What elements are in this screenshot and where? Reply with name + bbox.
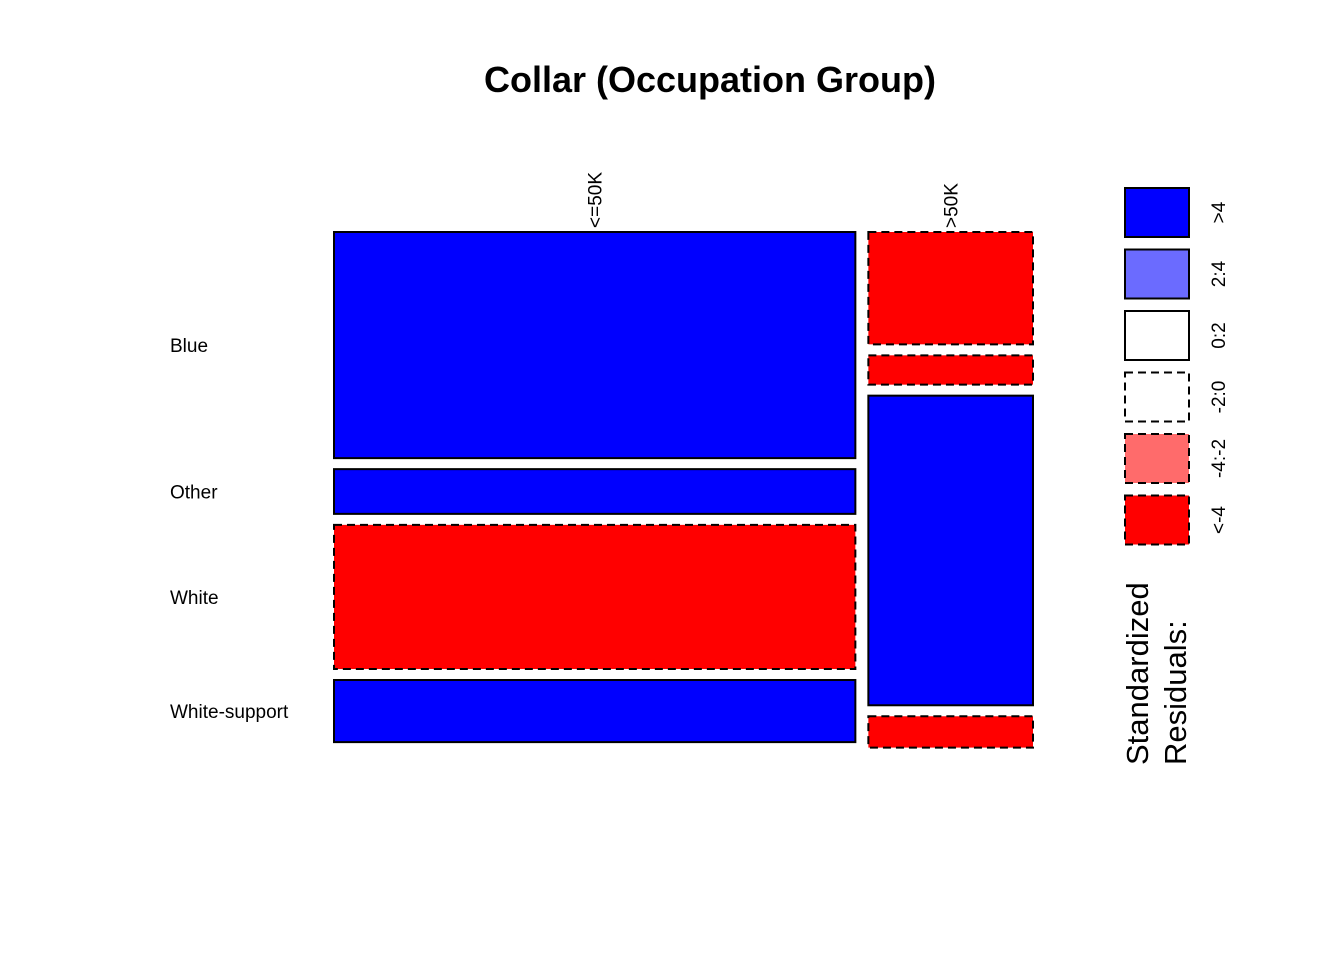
- tile-le50k-other: [333, 468, 857, 515]
- legend-title-line2: Residuals:: [1158, 620, 1193, 765]
- row-label-other: Other: [170, 483, 218, 504]
- legend-swatch-2-0: [1124, 371, 1190, 423]
- chart-title: Collar (Occupation Group): [484, 59, 936, 100]
- tile-gt50k-blue: [867, 231, 1034, 346]
- legend-label-gt4: >4: [1209, 201, 1230, 223]
- mosaic-tiles: [333, 231, 1034, 749]
- legend-label-2-0: -2:0: [1209, 381, 1230, 414]
- legend-label-0-2: 0:2: [1209, 322, 1230, 348]
- legend-swatch-lt-4: [1124, 494, 1190, 546]
- row-label-white: White: [170, 588, 219, 609]
- row-label-white-support: White-support: [170, 702, 289, 723]
- legend-label-2-4: 2:4: [1209, 260, 1230, 287]
- legend-label-4-2: -4:-2: [1209, 439, 1230, 478]
- tile-le50k-white: [333, 523, 857, 670]
- tile-gt50k-other: [867, 354, 1034, 386]
- legend-swatch-2-4: [1124, 248, 1190, 300]
- tile-gt50k-white: [867, 394, 1034, 707]
- column-label-gt50k: >50K: [942, 183, 963, 228]
- column-label-le50k: <=50K: [586, 172, 607, 228]
- tile-le50k-blue: [333, 231, 857, 460]
- legend-swatch-0-2: [1124, 310, 1190, 361]
- tile-le50k-white-support: [333, 678, 857, 744]
- tile-gt50k-white-support: [867, 715, 1034, 749]
- legend-label-lt-4: <-4: [1209, 506, 1230, 534]
- column-labels: <=50K >50K: [586, 172, 963, 228]
- row-labels: Blue Other White White-support: [170, 336, 289, 723]
- row-label-blue: Blue: [170, 336, 208, 357]
- legend-swatch-4-2: [1124, 433, 1190, 484]
- residual-legend: >4 2:4 0:2 -2:0 -4:-2 <-4 Standardized Residu…: [1120, 187, 1230, 765]
- legend-title-line1: Standardized: [1120, 582, 1155, 765]
- legend-swatch-gt4: [1124, 187, 1190, 238]
